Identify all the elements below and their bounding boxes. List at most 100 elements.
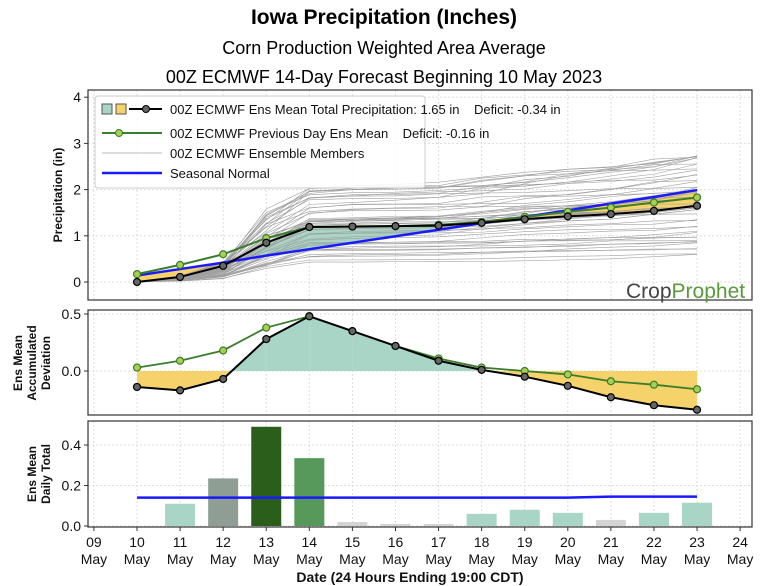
ensemble-member-line xyxy=(136,242,698,283)
daily-total-bar xyxy=(208,478,239,526)
ensemble-member-line xyxy=(136,206,698,283)
legend: 00Z ECMWF Ens Mean Total Precipitation: … xyxy=(94,95,561,189)
previous-deviation-marker xyxy=(606,377,615,386)
previous-deviation-marker xyxy=(175,356,185,365)
daily-total-bar xyxy=(509,509,540,526)
daily-total-bar xyxy=(337,521,368,526)
accumulated-deviation-panel: 0.0 0.5 xyxy=(62,306,753,416)
ens-mean-marker xyxy=(606,209,615,219)
panel-frame xyxy=(87,89,753,301)
deficit-fill xyxy=(653,371,698,410)
legend-previous-marker xyxy=(115,129,123,137)
svg-text:Daily Total: Daily Total xyxy=(39,444,53,504)
legend-normal-label: Seasonal Normal xyxy=(170,166,270,181)
x-tick-month: May xyxy=(598,551,624,567)
x-tick-month: May xyxy=(210,551,236,567)
ens-mean-marker xyxy=(175,272,185,282)
previous-mean-marker xyxy=(649,198,659,207)
mean-deviation-line xyxy=(136,315,698,411)
x-tick-day: 09 xyxy=(86,534,102,550)
x-axis-ticks: 09May10May11May12May13May14May15May16May… xyxy=(81,527,753,567)
ens-mean-marker xyxy=(563,212,572,221)
deficit-fill xyxy=(180,371,224,391)
mean-deviation-marker xyxy=(649,401,659,410)
x-tick-month: May xyxy=(425,551,451,567)
mean-deviation-marker xyxy=(477,365,486,374)
ens-mean-line xyxy=(136,204,698,283)
ens-mean-marker xyxy=(391,221,400,231)
panel-frame xyxy=(87,309,753,416)
svg-text:Deviation: Deviation xyxy=(39,336,53,390)
x-axis-label: Date (24 Hours Ending 19:00 CDT) xyxy=(296,569,523,585)
x-tick-month: May xyxy=(296,551,322,567)
ensemble-member-line xyxy=(136,240,698,283)
previous-deviation-marker xyxy=(649,380,659,389)
daily-total-bar xyxy=(552,512,583,526)
x-tick-day: 23 xyxy=(689,534,705,550)
surplus-fill xyxy=(395,345,439,371)
daily-total-bar xyxy=(466,513,497,526)
mean-deviation-marker xyxy=(262,334,271,344)
surplus-fill xyxy=(352,331,396,371)
ens-mean-marker xyxy=(520,215,529,224)
legend-previous-label: 00Z ECMWF Previous Day Ens Mean Deficit:… xyxy=(170,126,489,141)
x-tick-day: 12 xyxy=(215,534,231,550)
x-tick-day: 19 xyxy=(517,534,533,550)
chart-subtitle-1: Corn Production Weighted Area Average xyxy=(222,38,546,58)
deficit-fill xyxy=(137,371,181,391)
previous-deviation-marker xyxy=(692,385,702,394)
previous-mean-marker xyxy=(692,193,702,202)
ensemble-member-line xyxy=(136,230,698,283)
legend-mean-label: 00Z ECMWF Ens Mean Total Precipitation: … xyxy=(170,102,561,117)
daily-total-bar xyxy=(638,512,669,526)
ens-mean-marker xyxy=(434,221,443,230)
x-tick-month: May xyxy=(555,551,581,567)
ens-mean-marker xyxy=(692,201,702,210)
mean-deviation-marker xyxy=(434,356,443,365)
previous-deviation-marker xyxy=(563,370,572,379)
ens-mean-marker xyxy=(132,277,142,287)
legend-mean-marker xyxy=(142,105,150,113)
logo-crop: Crop xyxy=(626,280,672,303)
previous-deviation-marker xyxy=(132,363,142,372)
x-tick-day: 20 xyxy=(560,534,576,550)
daily-total-bar xyxy=(595,519,626,526)
mean-deviation-marker xyxy=(606,393,615,402)
x-tick-month: May xyxy=(253,551,279,567)
daily-total-panel: 0.0 0.2 0.4 xyxy=(62,420,753,534)
x-tick-day: 14 xyxy=(302,534,318,550)
svg-text:CropProphet: CropProphet xyxy=(626,280,745,303)
previous-mean-marker xyxy=(219,250,228,259)
cropprophet-logo: CropProphet xyxy=(626,280,745,303)
ens-mean-marker xyxy=(219,261,228,270)
daily-total-bar xyxy=(294,458,325,526)
daily-total-bar xyxy=(682,502,713,526)
x-tick-day: 11 xyxy=(173,534,188,550)
deficit-fill xyxy=(524,371,568,386)
legend-deficit-swatch xyxy=(115,103,127,115)
y-axis-label-bottom: Ens Mean Daily Total xyxy=(25,444,53,504)
mean-deviation-marker xyxy=(563,381,572,390)
svg-text:Accumulated: Accumulated xyxy=(25,325,39,400)
logo-prophet: Prophet xyxy=(672,280,746,303)
ens-mean-marker xyxy=(348,222,357,231)
deficit-fill xyxy=(137,269,181,282)
mean-deviation-marker xyxy=(305,312,314,321)
x-tick-month: May xyxy=(468,551,494,567)
x-tick-month: May xyxy=(339,551,365,567)
chart-title: Iowa Precipitation (Inches) xyxy=(251,6,517,29)
ensemble-member-line xyxy=(136,253,698,283)
svg-text:Ens Mean: Ens Mean xyxy=(11,335,25,391)
daily-total-bar xyxy=(423,523,454,526)
x-tick-day: 22 xyxy=(646,534,662,550)
ens-mean-marker xyxy=(477,218,486,227)
x-tick-month: May xyxy=(511,551,537,567)
panel-frame xyxy=(87,420,753,528)
mean-deviation-marker xyxy=(391,341,400,351)
ensemble-member-line xyxy=(136,174,698,283)
legend-surplus-swatch xyxy=(101,103,113,115)
x-tick-month: May xyxy=(81,551,107,567)
y-tick-label: 0 xyxy=(73,274,81,290)
x-tick-day: 15 xyxy=(345,534,361,550)
